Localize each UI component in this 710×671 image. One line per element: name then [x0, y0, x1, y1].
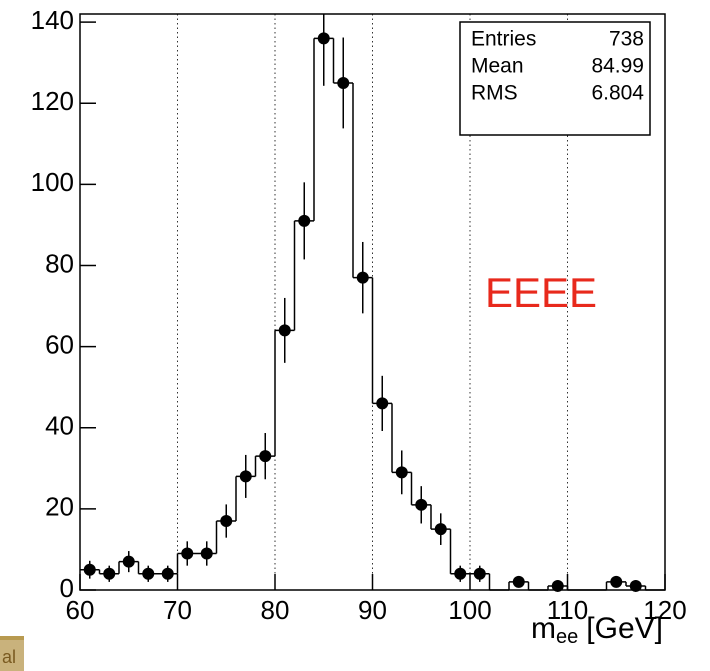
logo-bar: [0, 636, 24, 640]
y-tick-label: 40: [45, 411, 74, 441]
stats-label: Mean: [471, 55, 524, 78]
data-point: [83, 563, 96, 576]
stats-value: 6.804: [591, 82, 644, 105]
x-tick-label: 100: [448, 595, 491, 625]
data-point: [629, 579, 642, 592]
data-point: [239, 470, 252, 483]
y-tick-label: 120: [31, 86, 74, 116]
x-tick-label: 60: [66, 595, 95, 625]
logo-box: [0, 640, 24, 671]
data-point: [220, 515, 233, 528]
x-tick-label: 80: [261, 595, 290, 625]
y-tick-label: 60: [45, 329, 74, 359]
x-tick-label: 120: [643, 595, 686, 625]
y-tick-label: 140: [31, 5, 74, 35]
x-tick-label: 110: [547, 595, 588, 625]
y-tick-label: 80: [45, 248, 74, 278]
stats-box: [459, 21, 651, 136]
data-point: [454, 567, 467, 580]
x-label-main: m: [531, 612, 556, 645]
annotation: EEEE: [485, 269, 597, 316]
data-point: [395, 466, 408, 479]
x-label-unit: [GeV]: [586, 612, 663, 645]
y-tick-label: 0: [60, 573, 74, 603]
data-point: [551, 579, 564, 592]
data-point: [415, 498, 428, 511]
data-point: [610, 575, 623, 588]
y-tick-label: 100: [31, 167, 74, 197]
x-label-sub: ee: [556, 626, 578, 648]
data-point: [376, 397, 389, 410]
data-point: [278, 324, 291, 337]
data-point: [356, 271, 369, 284]
data-point: [259, 450, 272, 463]
logo-text: al: [2, 647, 16, 667]
stats-label: RMS: [471, 82, 518, 105]
stats-value: 84.99: [591, 55, 644, 78]
x-tick-label: 70: [163, 595, 192, 625]
x-tick-label: 90: [358, 595, 387, 625]
data-point: [434, 523, 447, 536]
x-axis-label: mee [GeV]: [531, 612, 663, 648]
data-point: [512, 575, 525, 588]
y-tick-label: 20: [45, 492, 74, 522]
data-point: [142, 567, 155, 580]
stats-label: Entries: [471, 28, 536, 51]
data-point: [337, 76, 350, 89]
data-point: [298, 214, 311, 227]
data-point: [103, 567, 116, 580]
data-point: [122, 555, 135, 568]
data-point: [161, 567, 174, 580]
data-point: [473, 567, 486, 580]
data-point: [181, 547, 194, 560]
stats-value: 738: [609, 28, 644, 51]
data-point: [200, 547, 213, 560]
data-point: [317, 32, 330, 45]
